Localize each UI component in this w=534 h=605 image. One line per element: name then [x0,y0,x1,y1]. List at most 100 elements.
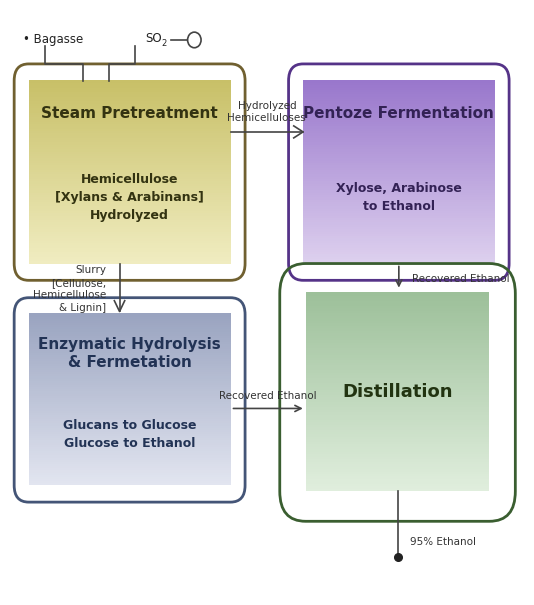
Bar [303,155,494,159]
Bar [29,189,231,192]
Bar [29,242,231,245]
Bar [29,160,231,163]
Bar [29,448,231,451]
Bar [29,418,231,421]
Bar [303,214,494,218]
Bar [303,242,494,245]
Bar [303,114,494,117]
Bar [29,251,231,254]
Bar [29,352,231,355]
Bar [305,315,490,318]
Bar [29,394,231,397]
Bar [303,185,494,188]
Bar [305,446,490,450]
Bar [29,134,231,138]
Bar [305,431,490,434]
Bar [305,386,490,390]
Bar [29,244,231,247]
Bar [305,401,490,405]
Bar [29,341,231,344]
Bar [303,139,494,142]
Bar [29,354,231,357]
Bar [29,123,231,126]
Bar [29,452,231,456]
Bar [303,160,494,163]
Bar [29,246,231,250]
Bar [305,302,490,306]
Bar [29,373,231,376]
Bar [29,87,231,90]
Bar [303,111,494,115]
Bar [29,151,231,154]
Bar [303,141,494,145]
Bar [29,111,231,115]
Bar [303,253,494,257]
Bar [29,460,231,464]
Bar [29,410,231,413]
Bar [303,82,494,85]
Bar [305,329,490,333]
Bar [29,463,231,466]
Bar [29,221,231,224]
Bar [303,201,494,204]
Bar [303,164,494,168]
Bar [29,313,231,316]
Bar [29,164,231,168]
Bar [29,456,231,460]
Bar [305,344,490,348]
Bar [29,318,231,321]
Bar [29,237,231,241]
Bar [303,134,494,138]
Bar [29,208,231,211]
Bar [29,384,231,387]
Bar [303,146,494,149]
Bar [305,322,490,325]
Bar [29,350,231,353]
Bar [29,178,231,181]
Bar [303,98,494,101]
Bar [303,148,494,151]
Bar [303,96,494,99]
Bar [29,107,231,111]
Circle shape [187,32,201,48]
Bar [303,157,494,161]
Bar [303,123,494,126]
Bar [29,471,231,475]
Bar [305,335,490,338]
Bar [305,483,490,486]
Bar [29,424,231,428]
Bar [305,404,490,407]
Bar [29,192,231,195]
Bar [303,231,494,234]
Bar [305,342,490,345]
Bar [305,399,490,402]
Bar [303,233,494,236]
Bar [29,414,231,417]
Bar [29,203,231,206]
Bar [303,125,494,129]
Bar [303,235,494,238]
Bar [305,347,490,350]
Bar [29,411,231,415]
Bar [303,180,494,183]
Bar [29,435,231,439]
Bar [303,91,494,94]
Bar [29,260,231,264]
Bar [29,375,231,379]
Bar [29,345,231,348]
Bar [29,255,231,259]
Bar [305,453,490,457]
Bar [29,405,231,408]
Bar [29,119,231,122]
Bar [305,428,490,432]
Bar [29,362,231,366]
Bar [29,403,231,407]
Bar [29,378,231,381]
Bar [29,100,231,103]
Bar [305,305,490,309]
Bar [305,371,490,375]
Bar [305,406,490,410]
Bar [303,120,494,124]
Bar [29,146,231,149]
Bar [303,203,494,206]
